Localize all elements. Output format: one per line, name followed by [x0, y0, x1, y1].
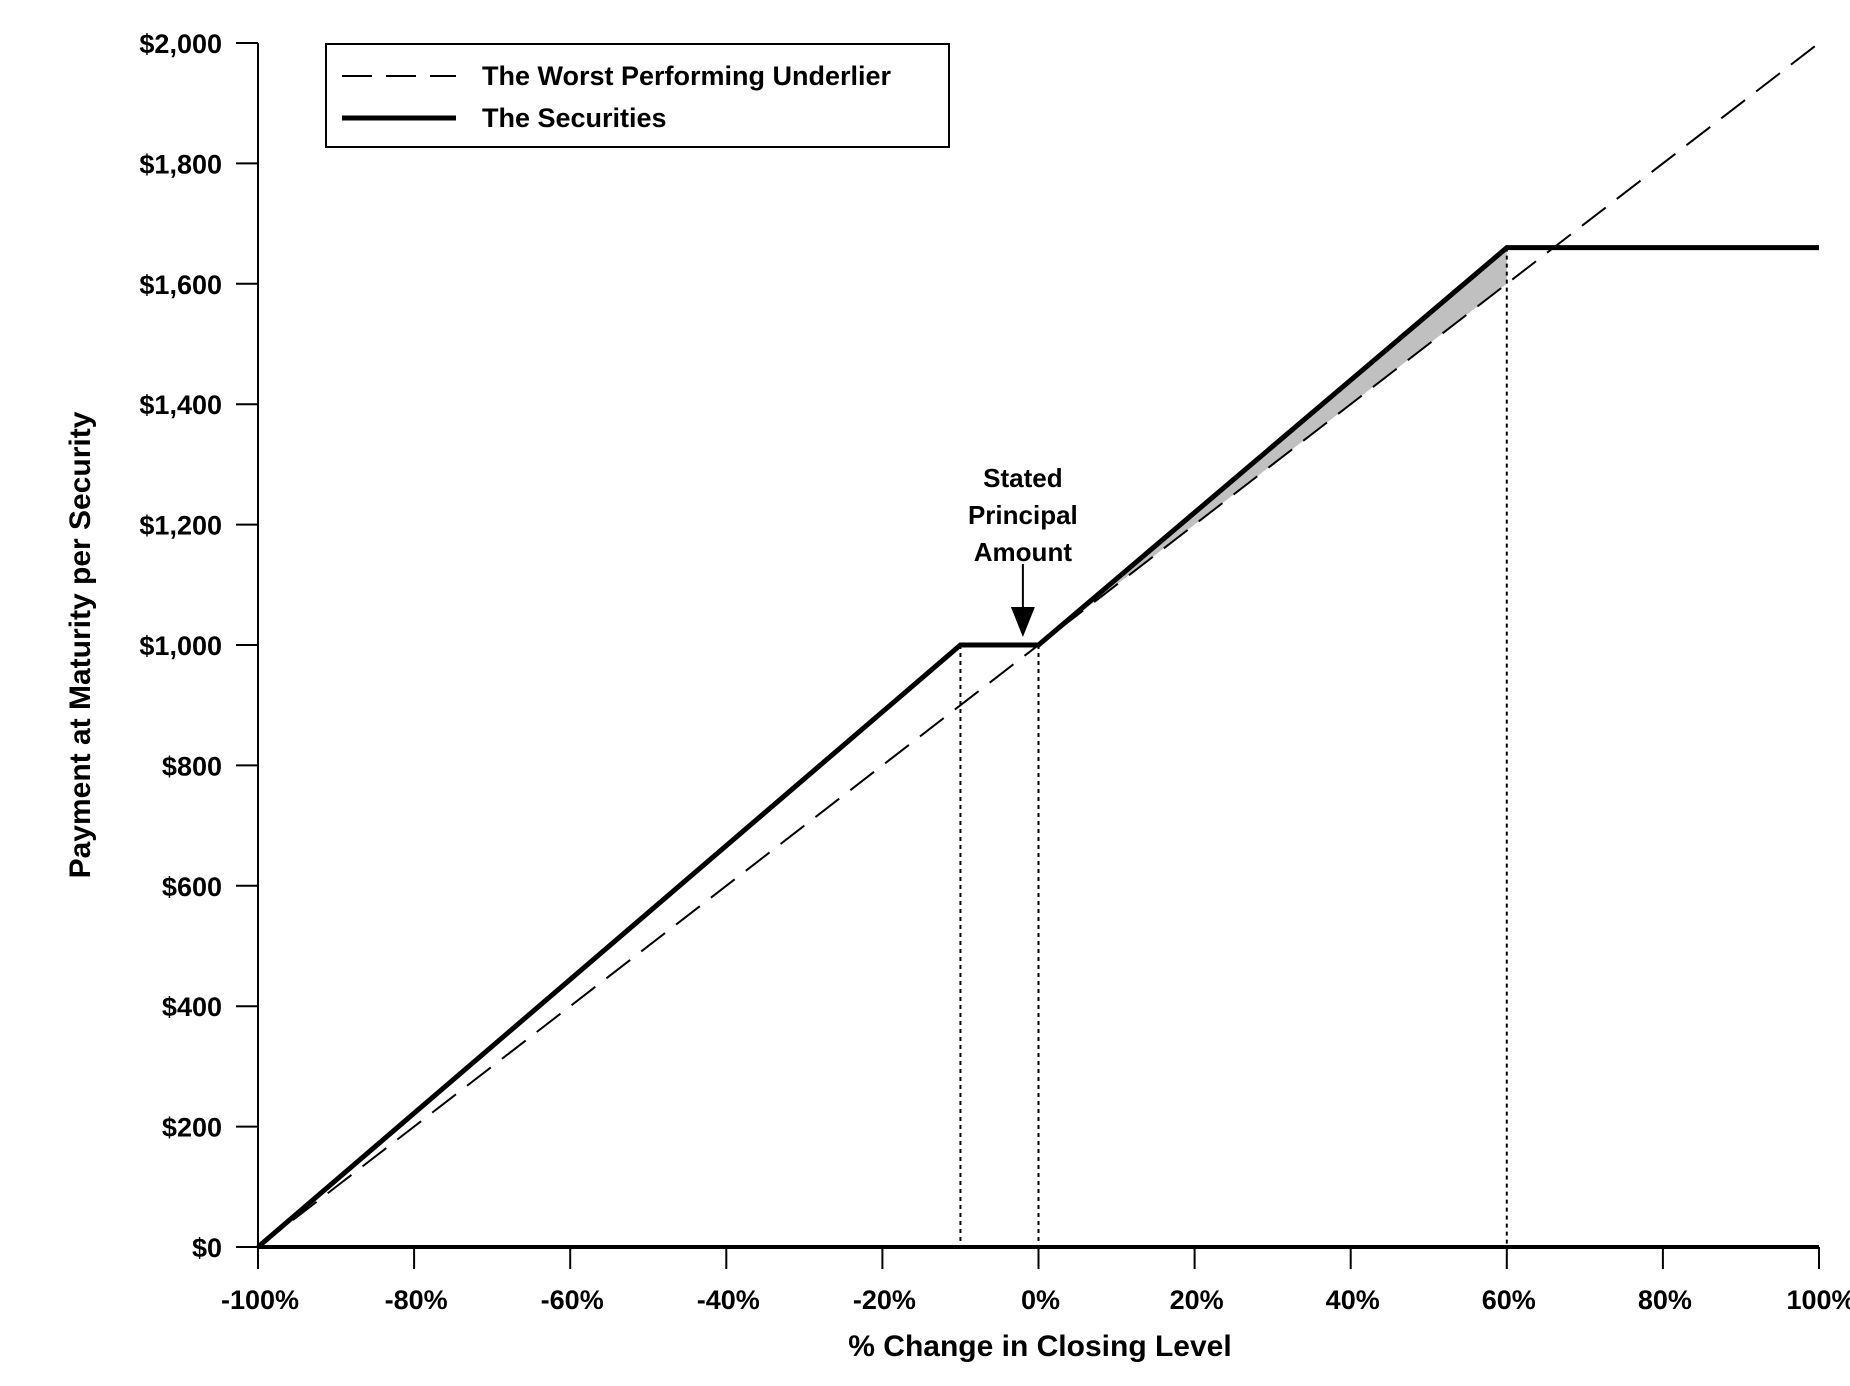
x-tick-label: 100%: [1786, 1285, 1850, 1315]
y-tick-label: $1,800: [139, 149, 222, 179]
series-line-securities: [256, 245, 1819, 1249]
legend: The Worst Performing Underlier The Secur…: [325, 43, 950, 148]
y-axis-title: Payment at Maturity per Security: [64, 411, 97, 878]
x-tick-label: 80%: [1638, 1285, 1692, 1315]
y-tick-label: $0: [192, 1233, 222, 1263]
x-tick-label: 60%: [1482, 1285, 1536, 1315]
x-tick-label: -100%: [221, 1285, 299, 1315]
legend-box: [325, 43, 950, 148]
y-tick-label: $200: [162, 1113, 222, 1143]
annotation-arrow-head: [1010, 607, 1035, 637]
x-tick-label: -60%: [541, 1285, 604, 1315]
y-tick-label: $1,600: [139, 270, 222, 300]
y-tick-label: $1,000: [139, 631, 222, 661]
annotation-line-1: Stated: [983, 463, 1062, 493]
y-tick-label: $800: [162, 751, 222, 781]
x-tick-label: -80%: [385, 1285, 448, 1315]
legend-label-underlier: The Worst Performing Underlier: [482, 61, 892, 91]
annotation-line-3: Amount: [974, 537, 1073, 567]
x-tick-label: -20%: [853, 1285, 916, 1315]
x-axis-title: % Change in Closing Level: [848, 1330, 1231, 1363]
y-tick-label: $2,000: [139, 29, 222, 59]
y-tick-label: $400: [162, 992, 222, 1022]
x-tick-label: 0%: [1021, 1285, 1060, 1315]
x-tick-label: -40%: [697, 1285, 760, 1315]
y-tick-label: $600: [162, 872, 222, 902]
y-tick-label: $1,400: [139, 390, 222, 420]
annotation-line-2: Principal: [968, 500, 1078, 530]
x-tick-label: 40%: [1326, 1285, 1380, 1315]
x-tick-label: 20%: [1170, 1285, 1224, 1315]
legend-label-securities: The Securities: [482, 103, 667, 133]
y-tick-label: $1,200: [139, 511, 222, 541]
